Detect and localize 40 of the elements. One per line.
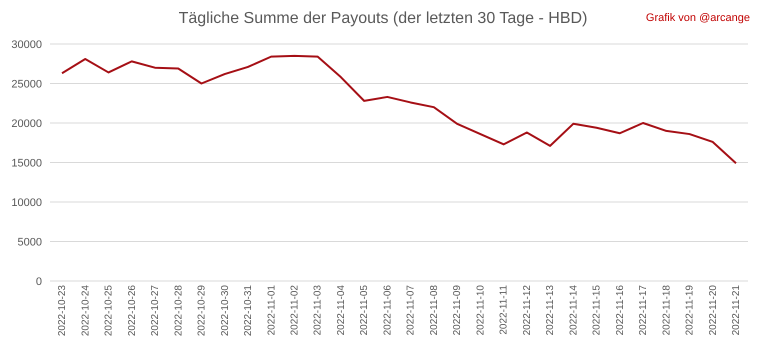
x-tick-label: 2022-11-05 <box>359 284 370 336</box>
x-tick-label: 2022-11-21 <box>731 284 742 336</box>
text: Grafik von @arcange <box>646 12 750 24</box>
y-tick-label: 0 <box>36 276 42 288</box>
x-tick-label: 2022-10-28 <box>173 284 184 336</box>
x-tick-label: 2022-11-16 <box>614 284 626 336</box>
y-tick-label: 25000 <box>11 78 42 90</box>
x-tick-label: 2022-11-07 <box>406 284 417 336</box>
x-tick-label: 2022-11-12 <box>522 284 533 336</box>
x-tick-label: 2022-11-20 <box>708 284 719 336</box>
x-tick-label: 2022-10-26 <box>126 284 138 336</box>
x-tick-label: 2022-11-09 <box>452 284 464 336</box>
x-tick-label: 2022-10-29 <box>196 284 208 336</box>
y-tick-label: 20000 <box>11 118 42 130</box>
x-tick-label: 2022-11-15 <box>592 284 603 336</box>
x-tick-label: 2022-10-25 <box>104 284 115 336</box>
x-tick-label: 2022-11-18 <box>661 284 672 336</box>
x-tick-label: 2022-11-11 <box>498 284 510 335</box>
x-tick-label: 2022-11-01 <box>266 284 278 336</box>
x-tick-label: 2022-10-31 <box>243 284 254 336</box>
chart-title: Tägliche Summe der Payouts (der letzten 30 Tage - HBD) <box>178 10 588 27</box>
x-tick-label: 2022-10-23 <box>57 284 68 336</box>
y-tick-label: 15000 <box>11 157 42 170</box>
x-tick-label: 2022-10-27 <box>150 284 162 336</box>
x-tick-label: 2022-11-17 <box>638 284 650 336</box>
y-tick-label: 10000 <box>11 196 42 209</box>
y-tick-label: 5000 <box>18 236 42 248</box>
x-tick-label: 2022-11-02 <box>290 284 301 336</box>
x-tick-label: 2022-11-10 <box>475 284 486 336</box>
x-tick-label: 2022-11-06 <box>382 284 394 336</box>
x-tick-label: 2022-11-13 <box>545 284 556 336</box>
x-tick-label: 2022-11-04 <box>336 284 347 336</box>
x-tick-label: 2022-10-24 <box>80 284 92 336</box>
x-tick-label: 2022-11-14 <box>568 284 580 336</box>
x-tick-label: 2022-11-03 <box>312 284 324 336</box>
y-tick-label: 30000 <box>11 38 42 51</box>
x-tick-label: 2022-11-08 <box>428 284 440 336</box>
line-series <box>61 54 737 164</box>
x-tick-label: 2022-10-30 <box>220 284 231 336</box>
x-tick-label: 2022-11-19 <box>684 284 696 336</box>
